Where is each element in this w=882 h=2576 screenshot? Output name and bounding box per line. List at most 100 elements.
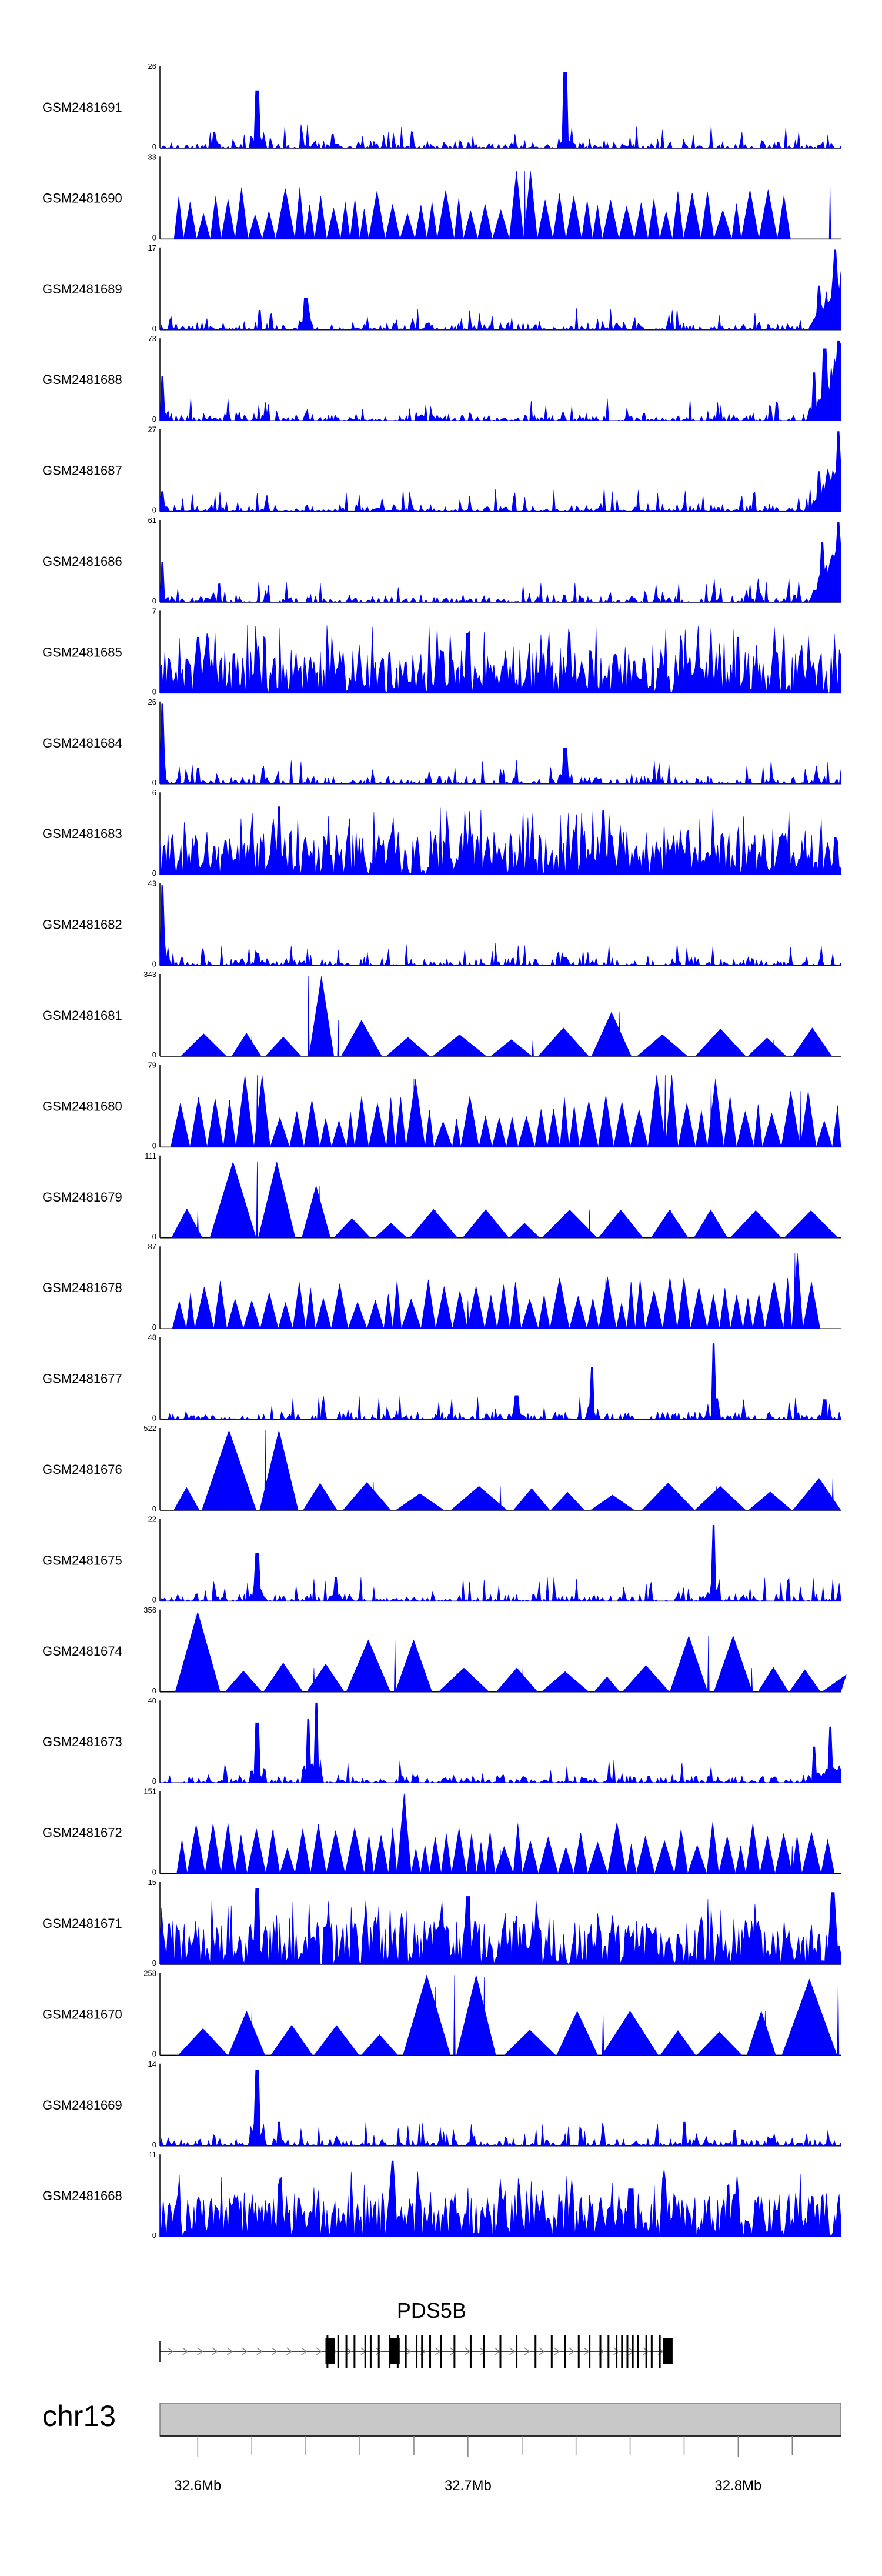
track-label: GSM2481684 — [42, 736, 122, 750]
y-min-tick: 0 — [152, 1958, 156, 1967]
coverage-signal — [159, 431, 841, 512]
strand-arrow — [494, 2347, 500, 2355]
coverage-signal — [175, 1611, 847, 1693]
coverage-signal — [159, 1524, 841, 1602]
y-min-tick: 0 — [152, 1777, 156, 1786]
track-label: GSM2481681 — [42, 1008, 122, 1023]
y-max-tick: 6 — [152, 788, 156, 797]
y-max-tick: 14 — [148, 2060, 156, 2068]
track-GSM2481671: GSM2481671 15 0 — [42, 1878, 841, 1967]
y-min-tick: 0 — [152, 596, 156, 605]
gene-exon — [483, 2335, 485, 2368]
y-min-tick: 0 — [152, 1323, 156, 1332]
gene-exon — [353, 2335, 356, 2368]
track-GSM2481681: GSM2481681 343 0 — [42, 970, 841, 1059]
strand-arrow — [182, 2347, 188, 2355]
gene-exon — [632, 2335, 634, 2368]
coverage-signal — [159, 1888, 841, 1965]
coverage-signal — [159, 72, 841, 149]
coverage-signal — [159, 522, 841, 603]
gene-exon — [364, 2335, 366, 2368]
gene-exon — [650, 2335, 653, 2368]
strand-arrow — [524, 2347, 530, 2355]
track-GSM2481680: GSM2481680 79 0 — [42, 1060, 841, 1150]
y-max-tick: 15 — [148, 1878, 156, 1887]
strand-arrow — [583, 2347, 590, 2355]
gene-exon — [637, 2335, 639, 2368]
track-label: GSM2481688 — [42, 372, 122, 387]
strand-arrow — [539, 2347, 545, 2355]
track-label: GSM2481669 — [42, 2098, 122, 2113]
coverage-signal — [173, 171, 831, 239]
y-min-tick: 0 — [152, 233, 156, 242]
y-max-tick: 26 — [148, 62, 156, 71]
y-max-tick: 79 — [148, 1060, 156, 1069]
track-label: GSM2481673 — [42, 1734, 122, 1749]
gene-exon — [599, 2335, 602, 2368]
strand-arrow — [569, 2347, 575, 2355]
strand-arrow — [316, 2347, 322, 2355]
strand-arrow — [405, 2347, 412, 2355]
track-GSM2481679: GSM2481679 111 0 — [42, 1152, 841, 1241]
coverage-signal — [159, 703, 841, 785]
y-max-tick: 22 — [148, 1514, 156, 1523]
y-min-tick: 0 — [152, 2231, 156, 2240]
y-max-tick: 7 — [152, 606, 156, 615]
y-min-tick: 0 — [152, 2049, 156, 2058]
track-label: GSM2481668 — [42, 2188, 122, 2203]
gene-exon — [607, 2335, 610, 2368]
gene-exon — [645, 2335, 647, 2368]
y-max-tick: 40 — [148, 1696, 156, 1705]
coverage-signal — [178, 1974, 840, 2056]
track-label: GSM2481683 — [42, 826, 122, 841]
y-max-tick: 43 — [148, 879, 156, 888]
gene-exon — [469, 2335, 472, 2368]
coverage-signal — [159, 2070, 841, 2147]
chromosome-label: chr13 — [42, 2400, 116, 2432]
y-max-tick: 356 — [143, 1606, 156, 1614]
track-label: GSM2481686 — [42, 554, 122, 569]
track-label: GSM2481672 — [42, 1826, 122, 1840]
y-min-tick: 0 — [152, 324, 156, 333]
track-GSM2481685: GSM2481685 7 0 — [42, 606, 841, 696]
track-label: GSM2481680 — [42, 1099, 122, 1113]
track-label: GSM2481675 — [42, 1553, 122, 1567]
track-label: GSM2481689 — [42, 282, 122, 296]
coverage-signal — [159, 625, 841, 693]
track-GSM2481683: GSM2481683 6 0 — [42, 788, 841, 877]
gene-exon — [659, 2335, 661, 2368]
track-label: GSM2481679 — [42, 1190, 122, 1204]
y-max-tick: 343 — [143, 970, 156, 979]
strand-arrow — [643, 2347, 649, 2355]
gene-exon — [589, 2335, 591, 2368]
track-GSM2481676: GSM2481676 522 0 — [42, 1424, 841, 1513]
y-min-tick: 0 — [152, 1414, 156, 1423]
y-max-tick: 17 — [148, 243, 156, 252]
track-GSM2481688: GSM2481688 73 0 — [42, 334, 841, 423]
strand-arrow — [167, 2347, 173, 2355]
strand-arrow — [554, 2347, 560, 2355]
gene-exon — [616, 2335, 618, 2368]
y-min-tick: 0 — [152, 869, 156, 877]
y-max-tick: 33 — [148, 152, 156, 161]
y-min-tick: 0 — [152, 778, 156, 787]
gene-exon — [405, 2335, 407, 2368]
coverage-signal — [159, 1343, 841, 1420]
y-min-tick: 0 — [152, 1050, 156, 1059]
coverage-signal — [159, 1702, 841, 1784]
y-max-tick: 48 — [148, 1333, 156, 1342]
chromosome-band — [159, 2403, 841, 2437]
gene-exon — [550, 2335, 553, 2368]
genome-coordinate-label: 32.6Mb — [174, 2478, 221, 2494]
coverage-signal — [176, 1793, 835, 1874]
strand-arrow — [286, 2347, 292, 2355]
strand-arrow — [227, 2347, 233, 2355]
track-GSM2481675: GSM2481675 22 0 — [42, 1514, 841, 1604]
gene-exon — [621, 2335, 623, 2368]
track-label: GSM2481674 — [42, 1644, 122, 1659]
track-GSM2481669: GSM2481669 14 0 — [42, 2060, 841, 2149]
gene-exon — [534, 2335, 537, 2368]
y-max-tick: 87 — [148, 1242, 156, 1251]
coverage-signal — [159, 885, 841, 966]
track-GSM2481689: GSM2481689 17 0 — [42, 243, 841, 333]
